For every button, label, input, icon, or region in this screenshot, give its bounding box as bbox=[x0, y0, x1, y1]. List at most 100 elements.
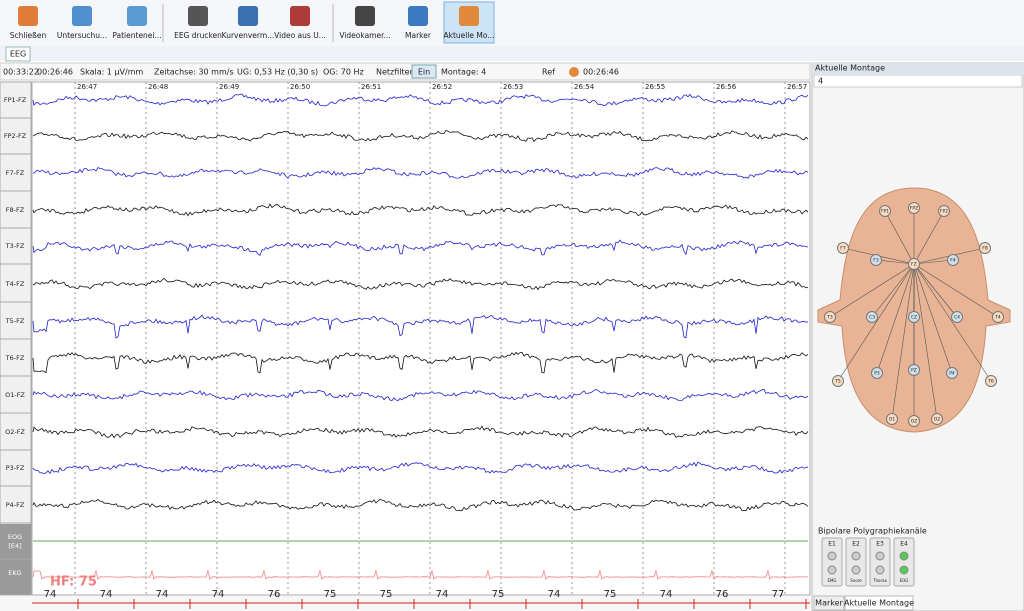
montage-value[interactable]: 4 bbox=[818, 77, 823, 86]
poly-toggle[interactable] bbox=[875, 551, 885, 561]
button-label[interactable]: Schließen bbox=[10, 31, 47, 40]
montage-link bbox=[829, 263, 915, 318]
electrode-label[interactable]: FZ bbox=[911, 262, 917, 268]
poly-toggle[interactable] bbox=[851, 565, 861, 575]
poly-toggle[interactable] bbox=[827, 565, 837, 575]
waveform bbox=[32, 277, 809, 291]
electrode-label[interactable]: O1 bbox=[889, 417, 896, 423]
button-label[interactable]: Untersuchu... bbox=[57, 31, 107, 40]
electrode[interactable] bbox=[931, 413, 943, 425]
electrode[interactable] bbox=[992, 311, 1004, 323]
montage-link bbox=[913, 263, 958, 318]
status: Netzfilter: bbox=[376, 68, 415, 77]
electrode-label[interactable]: P4 bbox=[949, 371, 955, 377]
button-icon[interactable] bbox=[290, 6, 310, 26]
bottom-tab-label[interactable]: Marker bbox=[815, 599, 843, 608]
button-icon[interactable] bbox=[355, 6, 375, 26]
button-label[interactable]: Aktuelle Mo... bbox=[443, 31, 494, 40]
electrode[interactable] bbox=[871, 367, 883, 379]
button-icon[interactable] bbox=[72, 6, 92, 26]
channel-label: F8-FZ bbox=[6, 206, 25, 214]
bottom-tab[interactable] bbox=[844, 595, 914, 611]
poly-sub: EMG bbox=[827, 578, 836, 583]
electrode[interactable] bbox=[870, 254, 882, 266]
electrode[interactable] bbox=[947, 254, 959, 266]
button-label[interactable]: EEG drucken bbox=[174, 31, 222, 40]
button-icon[interactable] bbox=[188, 6, 208, 26]
bpm-value: 76 bbox=[716, 589, 729, 600]
time-label: 26:56 bbox=[716, 83, 737, 91]
electrode[interactable] bbox=[979, 242, 991, 254]
electrode[interactable] bbox=[908, 202, 920, 214]
notch-button[interactable] bbox=[411, 64, 437, 79]
electrode-label[interactable]: F4 bbox=[950, 258, 956, 264]
montage-link bbox=[871, 263, 915, 318]
electrode[interactable] bbox=[946, 367, 958, 379]
bottom-tab-label[interactable]: Aktuelle Montage bbox=[844, 599, 914, 608]
electrode-label[interactable]: T4 bbox=[994, 315, 1001, 321]
electrode[interactable] bbox=[866, 311, 878, 323]
poly-toggle[interactable] bbox=[899, 551, 909, 561]
electrode-label[interactable]: O2 bbox=[934, 417, 941, 423]
electrode[interactable] bbox=[908, 415, 920, 427]
electrode[interactable] bbox=[837, 242, 849, 254]
poly-toggle[interactable] bbox=[851, 551, 861, 561]
electrode[interactable] bbox=[938, 205, 950, 217]
button-icon[interactable] bbox=[238, 6, 258, 26]
button-label[interactable]: Videokamer... bbox=[339, 31, 390, 40]
button-label[interactable]: Video aus U... bbox=[274, 31, 326, 40]
button-icon[interactable] bbox=[127, 6, 147, 26]
electrode-label[interactable]: FP1 bbox=[881, 209, 889, 215]
montage-field[interactable] bbox=[813, 74, 1023, 88]
bottom-tab[interactable] bbox=[813, 595, 845, 611]
poly-label: E4 bbox=[900, 541, 908, 548]
button-icon[interactable] bbox=[408, 6, 428, 26]
poly-toggle[interactable] bbox=[827, 551, 837, 561]
electrode-label[interactable]: F3 bbox=[873, 258, 879, 264]
electrode-label[interactable]: T5 bbox=[834, 379, 841, 385]
electrode-label[interactable]: FPZ bbox=[910, 206, 918, 212]
montage-link bbox=[891, 263, 915, 420]
electrode-label[interactable]: C3 bbox=[869, 315, 875, 321]
electrode[interactable] bbox=[824, 311, 836, 323]
poly-channel[interactable] bbox=[893, 537, 915, 587]
poly-toggle[interactable] bbox=[875, 565, 885, 575]
electrode-label[interactable]: OZ bbox=[911, 419, 918, 425]
button-label[interactable]: Kurvenverm... bbox=[222, 31, 275, 40]
electrode[interactable] bbox=[951, 311, 963, 323]
tab[interactable] bbox=[5, 46, 31, 62]
electrode-label[interactable]: P3 bbox=[874, 371, 880, 377]
poly-channel[interactable] bbox=[845, 537, 867, 587]
electrode-label[interactable]: C4 bbox=[954, 315, 960, 321]
electrode-label[interactable]: FP2 bbox=[940, 209, 948, 215]
poly-sub: EOG bbox=[900, 578, 909, 583]
electrode[interactable] bbox=[908, 364, 920, 376]
button-label[interactable]: Patientenei... bbox=[112, 31, 161, 40]
electrode-label[interactable]: T3 bbox=[826, 315, 833, 321]
poly-channel[interactable] bbox=[821, 537, 843, 587]
electrode-label[interactable]: CZ bbox=[911, 315, 917, 321]
electrode-label[interactable]: PZ bbox=[911, 368, 917, 374]
button-label[interactable]: Marker bbox=[405, 31, 432, 40]
status: UG: 0,53 Hz (0,30 s) bbox=[237, 68, 318, 77]
electrode[interactable] bbox=[886, 413, 898, 425]
button-icon[interactable] bbox=[459, 6, 479, 26]
tab-label[interactable]: EEG bbox=[10, 50, 26, 59]
notch-button-label[interactable]: Ein bbox=[418, 68, 430, 77]
waveform bbox=[32, 203, 809, 217]
electrode-label[interactable]: F7 bbox=[840, 246, 846, 252]
poly-label: E1 bbox=[828, 541, 836, 548]
electrode-label[interactable]: T6 bbox=[987, 379, 994, 385]
poly-toggle[interactable] bbox=[899, 565, 909, 575]
electrode[interactable] bbox=[908, 311, 920, 323]
electrode-label[interactable]: F8 bbox=[982, 246, 988, 252]
electrode[interactable] bbox=[985, 375, 997, 387]
electrode[interactable] bbox=[908, 258, 920, 270]
poly-channel[interactable] bbox=[869, 537, 891, 587]
button-icon[interactable] bbox=[18, 6, 38, 26]
electrode[interactable] bbox=[832, 375, 844, 387]
electrode[interactable] bbox=[879, 205, 891, 217]
bpm-value: 74 bbox=[548, 589, 561, 600]
